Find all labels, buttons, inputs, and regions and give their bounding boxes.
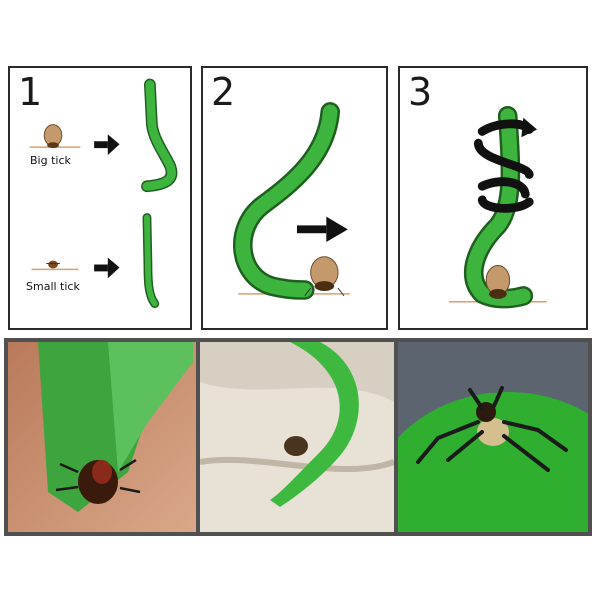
rotate-arrow-icon (473, 119, 534, 213)
photo-strip (4, 338, 592, 536)
big-tick-icon (29, 124, 81, 149)
small-tick-label: Small tick (26, 280, 80, 293)
photo-hook-on-pet-fur (200, 342, 394, 532)
step-1-illustration (29, 78, 178, 309)
arrow-right-icon (94, 134, 120, 155)
step-number: 3 (408, 70, 433, 114)
step-1-panel: 1 Big tick Small tick (8, 66, 192, 330)
tick-icon (485, 265, 511, 299)
big-tick-label: Big tick (30, 154, 71, 167)
step-number: 2 (211, 70, 236, 114)
step-3-illustration (448, 105, 547, 309)
arrowhead-icon (521, 117, 538, 138)
tick-icon (304, 256, 345, 297)
arrow-right-icon (94, 257, 120, 279)
arrow-right-icon (296, 216, 348, 243)
step-2-illustration (233, 102, 350, 300)
step-2-panel: 2 (201, 66, 388, 330)
photo-tick-on-green-hook (398, 342, 588, 532)
small-tick-icon (31, 260, 79, 271)
photo-tick-in-hook-closeup (8, 342, 196, 532)
step-number: 1 (18, 70, 43, 114)
step-3-panel: 3 (398, 66, 588, 330)
